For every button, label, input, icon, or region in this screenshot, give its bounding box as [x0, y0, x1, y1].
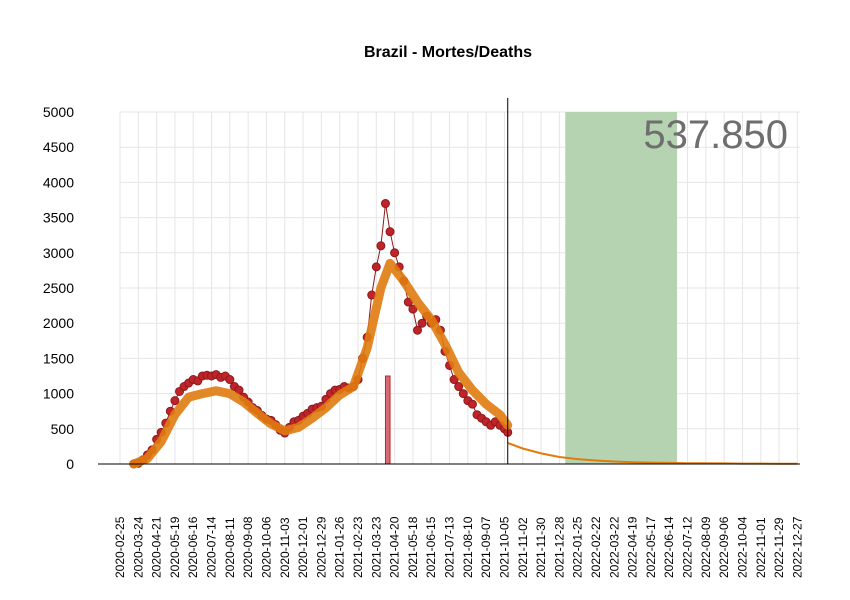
x-tick-label: 2020-03-24	[131, 516, 145, 578]
x-tick-label: 2022-08-09	[699, 516, 713, 578]
data-point	[417, 318, 427, 328]
data-point	[170, 396, 180, 406]
y-tick-label: 2500	[43, 280, 74, 296]
x-tick-label: 2021-10-05	[497, 516, 511, 578]
grid	[119, 111, 800, 465]
x-tick-label: 2021-06-15	[424, 516, 438, 578]
data-point	[408, 304, 418, 314]
y-tick-label: 500	[51, 421, 75, 437]
x-tick-label: 2022-11-29	[772, 517, 786, 578]
x-tick-label: 2020-09-08	[241, 516, 255, 578]
x-tick-label: 2021-09-07	[479, 516, 493, 578]
x-tick-label: 2022-02-22	[589, 516, 603, 578]
x-tick-label: 2022-03-22	[607, 516, 621, 578]
shaded-region	[565, 112, 678, 464]
highlight-bar	[384, 375, 391, 465]
data-point	[376, 241, 386, 251]
x-tick-label: 2021-08-10	[461, 516, 475, 578]
y-tick-label: 5000	[43, 104, 74, 120]
data-point	[413, 325, 422, 335]
x-tick-label: 2022-01-25	[571, 516, 585, 578]
moving-average-line	[129, 258, 513, 469]
shaded-region-layer	[565, 112, 678, 464]
y-tick-label: 0	[66, 456, 74, 472]
x-tick-label: 2022-06-14	[662, 516, 676, 578]
x-tick-label: 2021-11-02	[516, 517, 530, 578]
x-tick-label: 2020-08-11	[223, 517, 237, 578]
x-tick-label: 2021-05-18	[406, 516, 420, 578]
x-tick-label: 2020-12-29	[314, 516, 328, 578]
observed-daily-line	[133, 203, 509, 465]
x-tick-label: 2022-07-12	[681, 516, 695, 578]
x-tick-label: 2020-11-03	[278, 517, 292, 578]
y-tick-label: 3000	[43, 245, 74, 261]
x-tick-label: 2020-07-14	[205, 516, 219, 578]
x-tick-label: 2021-01-26	[333, 516, 347, 578]
y-tick-label: 4000	[43, 174, 74, 190]
x-tick-label: 2021-12-28	[552, 516, 566, 578]
data-point	[467, 399, 477, 409]
y-tick-label: 1000	[43, 386, 74, 402]
x-tick-label: 2022-10-04	[735, 516, 749, 578]
x-tick-label: 2022-05-17	[644, 516, 658, 578]
x-axis-ticks: 2020-02-25 2020-03-24 2020-04-21 2020-05-19…	[113, 516, 804, 578]
data-point	[458, 389, 468, 399]
data-point	[385, 227, 395, 237]
y-tick-label: 3500	[43, 210, 74, 226]
x-tick-label: 2020-02-25	[113, 516, 127, 578]
x-tick-label: 2020-10-06	[259, 516, 273, 578]
y-tick-label: 1500	[43, 350, 74, 366]
y-tick-label: 4500	[43, 139, 74, 155]
data-point	[390, 248, 400, 258]
highlight-bar-layer	[384, 375, 391, 465]
x-tick-label: 2021-07-13	[443, 516, 457, 578]
series-layer	[129, 199, 798, 469]
y-tick-label: 2000	[43, 315, 74, 331]
total-deaths-label: 537.850	[643, 113, 788, 157]
data-point	[449, 375, 459, 385]
x-tick-label: 2020-05-19	[168, 516, 182, 578]
x-tick-label: 2020-04-21	[150, 516, 164, 578]
x-tick-label: 2021-02-23	[351, 516, 365, 578]
x-tick-label: 2021-04-20	[388, 516, 402, 578]
axes	[98, 98, 800, 465]
data-point	[371, 262, 381, 272]
x-tick-label: 2020-12-01	[296, 516, 310, 578]
x-tick-label: 2022-04-19	[626, 516, 640, 578]
x-tick-label: 2022-12-27	[790, 516, 804, 578]
x-tick-label: 2021-11-30	[534, 517, 548, 578]
x-tick-label: 2020-06-16	[186, 516, 200, 578]
x-tick-label: 2022-09-06	[717, 516, 731, 578]
x-tick-label: 2022-11-01	[754, 517, 768, 578]
data-point	[454, 382, 464, 392]
data-point	[225, 375, 235, 385]
data-point	[380, 199, 390, 209]
chart-title: Brazil - Mortes/Deaths	[364, 44, 532, 61]
y-axis-ticks: 0 500 1000 1500 2000 2500 3000 3500 4000 4500 5000	[43, 104, 74, 472]
x-tick-label: 2021-03-23	[369, 516, 383, 578]
